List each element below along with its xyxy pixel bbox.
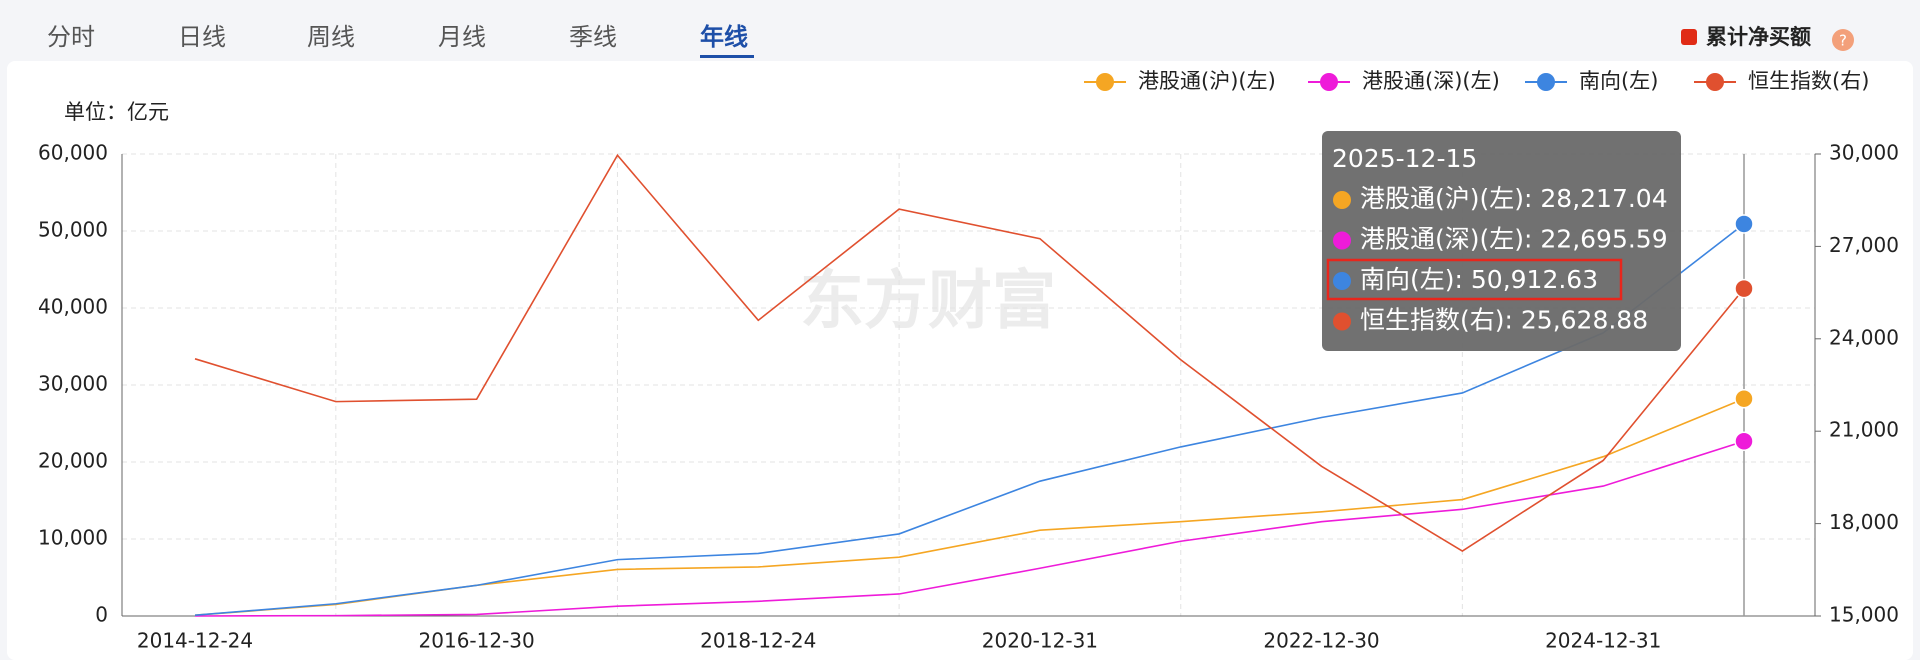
- button-label[interactable]: 累计净买额: [1706, 25, 1811, 49]
- point-marker: [1734, 431, 1754, 451]
- y-tick-label: 40,000: [38, 295, 108, 319]
- legend-marker: [1096, 73, 1114, 91]
- tooltip-dot: [1333, 312, 1351, 331]
- tab[interactable]: 日线: [178, 23, 226, 51]
- x-tick-label: 2014-12-24: [137, 629, 253, 653]
- tooltip-row: 港股通(深)(左): 22,695.59: [1360, 225, 1668, 254]
- point-marker: [1734, 214, 1754, 234]
- unit-label: 单位：亿元: [64, 100, 169, 124]
- y2-tick-label: 21,000: [1829, 418, 1899, 442]
- x-tick-label: 2016-12-30: [419, 629, 535, 653]
- y2-tick-label: 30,000: [1829, 141, 1899, 165]
- y-tick-label: 0: [95, 603, 108, 627]
- watermark: 东方财富: [800, 265, 1056, 339]
- tab[interactable]: 月线: [438, 23, 486, 51]
- series-line: [194, 223, 1745, 617]
- tooltip-row: 南向(左): 50,912.63: [1360, 265, 1598, 294]
- tooltip-row: 港股通(沪)(左): 28,217.04: [1360, 184, 1668, 213]
- y-tick-label: 60,000: [38, 141, 108, 165]
- tooltip-dot: [1333, 272, 1351, 290]
- y2-tick-label: 24,000: [1829, 325, 1899, 349]
- y2-tick-label: 18,000: [1829, 510, 1899, 534]
- y-tick-label: 30,000: [38, 372, 108, 396]
- legend-marker: [1706, 73, 1724, 91]
- x-tick-label: 2018-12-24: [700, 629, 816, 653]
- help-text[interactable]: ?: [1839, 32, 1847, 50]
- series-line: [194, 440, 1745, 617]
- tooltip-row: 恒生指数(右): 25,628.88: [1360, 306, 1648, 335]
- highlight-box: [1326, 258, 1623, 301]
- point-marker: [1734, 388, 1754, 409]
- legend-label[interactable]: 恒生指数(右): [1748, 69, 1869, 93]
- point-marker: [1734, 278, 1754, 299]
- tooltip-box: [1322, 131, 1681, 351]
- x-tick-label: 2020-12-31: [982, 629, 1098, 653]
- tab[interactable]: 季线: [569, 23, 617, 51]
- y2-tick-label: 27,000: [1829, 233, 1899, 257]
- tooltip-title: 2025-12-15: [1332, 144, 1477, 173]
- y-tick-label: 20,000: [38, 449, 108, 473]
- button-icon: [1681, 29, 1697, 45]
- tab-underline: [700, 55, 754, 58]
- x-tick-label: 2022-12-30: [1263, 629, 1379, 653]
- tooltip: 2025-12-15 港股通(沪)(左): 28,217.04 港股通(深)(左):…: [1322, 131, 1681, 351]
- y-tick-label: 50,000: [38, 218, 108, 242]
- tooltip-dot: [1333, 231, 1351, 250]
- legend-label[interactable]: 港股通(深)(左): [1362, 69, 1500, 93]
- legend-marker: [1320, 73, 1338, 91]
- legend-label[interactable]: 南向(左): [1579, 69, 1658, 93]
- series-line: [194, 153, 1745, 552]
- x-tick-label: 2024-12-31: [1545, 629, 1661, 653]
- y-tick-label: 10,000: [38, 526, 108, 550]
- tooltip-dot: [1333, 191, 1351, 209]
- tab[interactable]: 分时: [47, 23, 95, 51]
- help-icon: [1832, 29, 1854, 51]
- legend-label[interactable]: 港股通(沪)(左): [1138, 69, 1276, 93]
- y2-tick-label: 15,000: [1829, 603, 1899, 627]
- legend-marker: [1537, 73, 1555, 91]
- tab[interactable]: 年线: [700, 23, 748, 51]
- tab[interactable]: 周线: [307, 23, 355, 51]
